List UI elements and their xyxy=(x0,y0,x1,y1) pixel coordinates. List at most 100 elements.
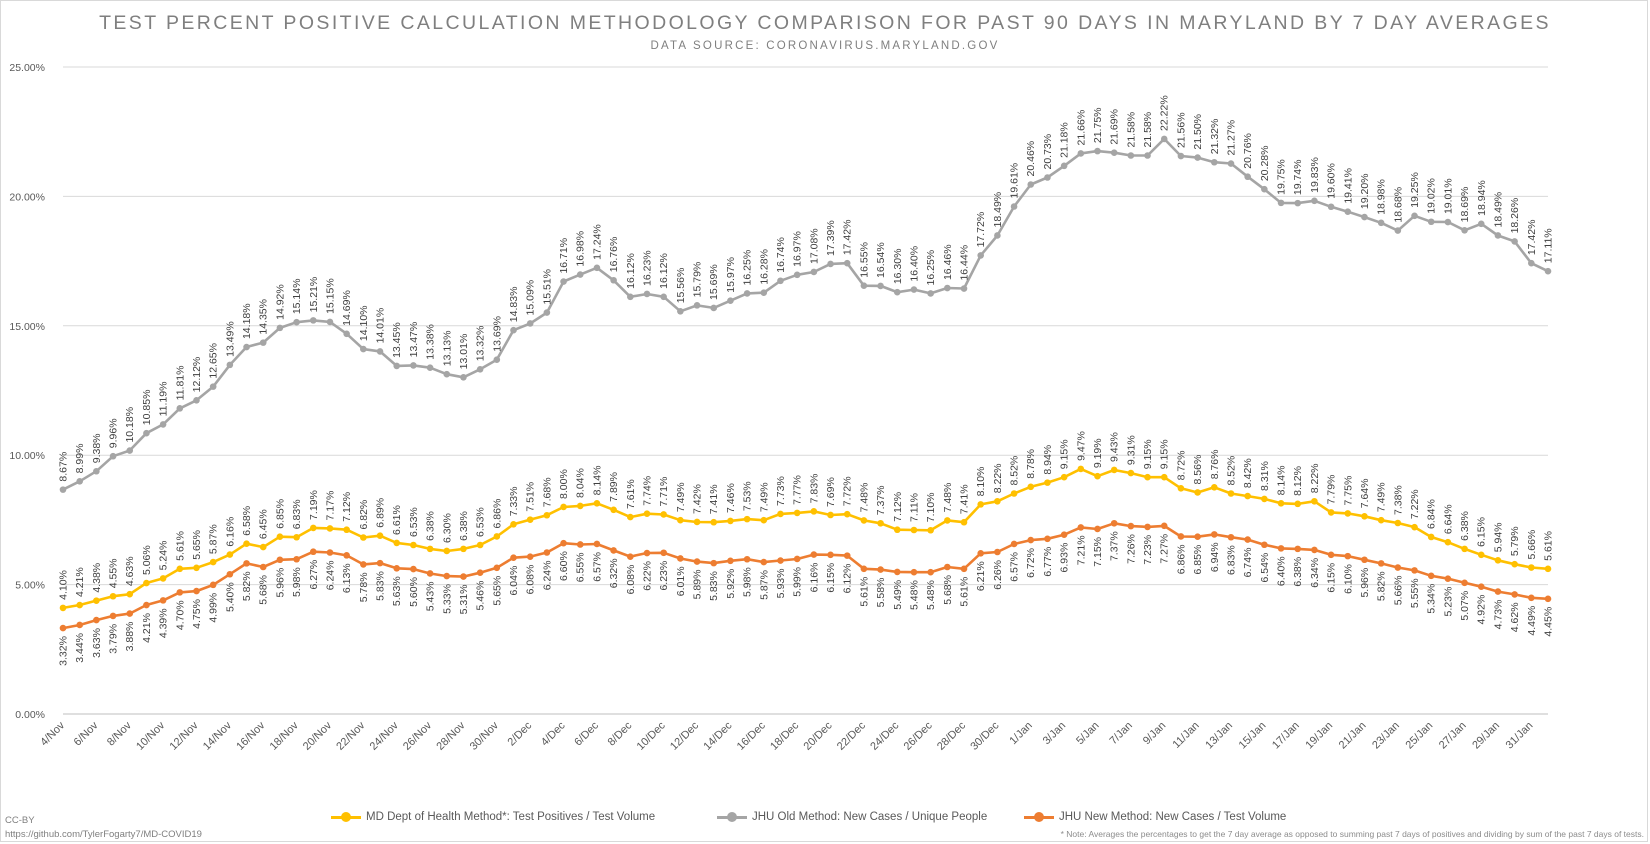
data-label: 17.72% xyxy=(975,212,987,248)
data-label: 7.27% xyxy=(1159,534,1171,564)
data-point xyxy=(1094,147,1101,155)
data-label: 20.76% xyxy=(1242,133,1254,169)
data-point xyxy=(1110,519,1118,527)
data-label: 7.72% xyxy=(842,476,854,506)
x-tick-label: 1/Jan xyxy=(1007,720,1035,748)
data-label: 11.19% xyxy=(158,382,170,417)
data-point xyxy=(877,566,884,573)
data-label: 15.51% xyxy=(541,269,553,305)
data-label: 13.49% xyxy=(224,321,236,357)
data-label: 5.92% xyxy=(725,569,737,599)
data-point xyxy=(593,500,601,507)
data-label: 7.23% xyxy=(1142,535,1154,565)
data-label: 14.18% xyxy=(241,303,253,339)
data-label: 13.45% xyxy=(391,322,403,358)
data-label: 6.60% xyxy=(558,551,570,581)
x-tick-label: 29/Jan xyxy=(1470,720,1502,752)
data-point xyxy=(1261,541,1268,549)
data-point xyxy=(360,561,367,568)
data-point xyxy=(643,510,651,517)
data-label: 9.43% xyxy=(1109,432,1121,462)
x-tick-label: 17/Jan xyxy=(1270,720,1302,752)
data-label: 6.84% xyxy=(1426,499,1438,529)
data-label: 7.17% xyxy=(324,491,336,521)
data-label: 9.15% xyxy=(1159,439,1171,469)
data-point xyxy=(727,517,734,525)
data-label: 9.38% xyxy=(91,433,103,463)
data-label: 5.66% xyxy=(1526,530,1538,560)
data-point xyxy=(1327,551,1335,559)
data-label: 16.25% xyxy=(925,250,937,286)
data-point xyxy=(960,285,968,292)
data-point xyxy=(1344,510,1352,517)
data-point xyxy=(1160,473,1168,481)
data-point xyxy=(777,557,784,564)
data-label: 7.68% xyxy=(541,477,553,507)
data-point xyxy=(960,518,968,526)
data-label: 7.89% xyxy=(608,472,620,502)
data-label: 18.69% xyxy=(1459,187,1471,223)
data-label: 4.62% xyxy=(1509,602,1521,632)
data-point xyxy=(1294,545,1302,553)
data-label: 5.55% xyxy=(1409,578,1421,608)
data-point xyxy=(526,553,534,560)
data-label: 6.22% xyxy=(641,561,653,591)
data-label: 5.63% xyxy=(391,576,403,606)
data-label: 8.42% xyxy=(1242,458,1254,488)
data-label: 8.94% xyxy=(1042,445,1054,475)
data-label: 5.06% xyxy=(141,545,153,575)
data-label: 10.18% xyxy=(124,407,136,443)
data-label: 7.46% xyxy=(725,483,737,513)
x-tick-label: 26/Nov xyxy=(401,719,434,752)
data-point xyxy=(1094,525,1101,533)
data-point xyxy=(1144,523,1151,531)
data-label: 7.37% xyxy=(1109,531,1121,561)
data-label: 6.27% xyxy=(308,560,320,590)
data-label: 6.72% xyxy=(1025,548,1037,578)
y-tick-label: 20.00% xyxy=(9,191,45,203)
data-label: 16.54% xyxy=(875,242,887,278)
data-label: 5.49% xyxy=(892,580,904,610)
data-point xyxy=(1494,588,1502,595)
data-point xyxy=(1461,579,1468,587)
data-point xyxy=(1327,203,1335,211)
data-point xyxy=(810,268,818,276)
data-point xyxy=(1544,595,1552,603)
data-label: 5.48% xyxy=(925,580,937,610)
data-label: 17.39% xyxy=(825,220,837,256)
data-label: 5.24% xyxy=(158,541,170,571)
data-point xyxy=(1044,535,1051,543)
data-point xyxy=(793,271,801,279)
data-point xyxy=(426,364,434,372)
data-point xyxy=(1461,227,1468,234)
data-label: 7.11% xyxy=(908,493,920,522)
data-label: 5.31% xyxy=(458,585,470,615)
data-label: 6.24% xyxy=(324,561,336,591)
data-point xyxy=(393,564,401,572)
data-label: 4.73% xyxy=(1492,600,1504,630)
data-label: 16.46% xyxy=(942,244,954,280)
data-point xyxy=(760,289,768,296)
data-point xyxy=(627,513,634,521)
data-point xyxy=(276,324,284,332)
data-point xyxy=(193,397,200,404)
data-label: 7.53% xyxy=(742,481,754,511)
data-label: 6.23% xyxy=(658,561,670,591)
data-point xyxy=(1494,556,1502,564)
data-point xyxy=(1411,523,1418,531)
data-point xyxy=(343,526,350,534)
data-point xyxy=(560,278,567,285)
legend-item-md-health: MD Dept of Health Method*: Test Positive… xyxy=(331,808,655,826)
data-label: 19.01% xyxy=(1442,178,1454,214)
data-label: 5.48% xyxy=(908,580,920,610)
data-point xyxy=(143,429,150,437)
data-point xyxy=(326,318,334,326)
data-label: 6.38% xyxy=(458,511,470,541)
x-tick-label: 3/Jan xyxy=(1041,720,1069,748)
data-point xyxy=(893,568,901,576)
data-label: 5.61% xyxy=(1543,531,1555,561)
data-point xyxy=(977,501,984,508)
data-label: 7.71% xyxy=(658,477,670,507)
data-point xyxy=(944,563,951,571)
data-label: 6.74% xyxy=(1242,548,1254,578)
